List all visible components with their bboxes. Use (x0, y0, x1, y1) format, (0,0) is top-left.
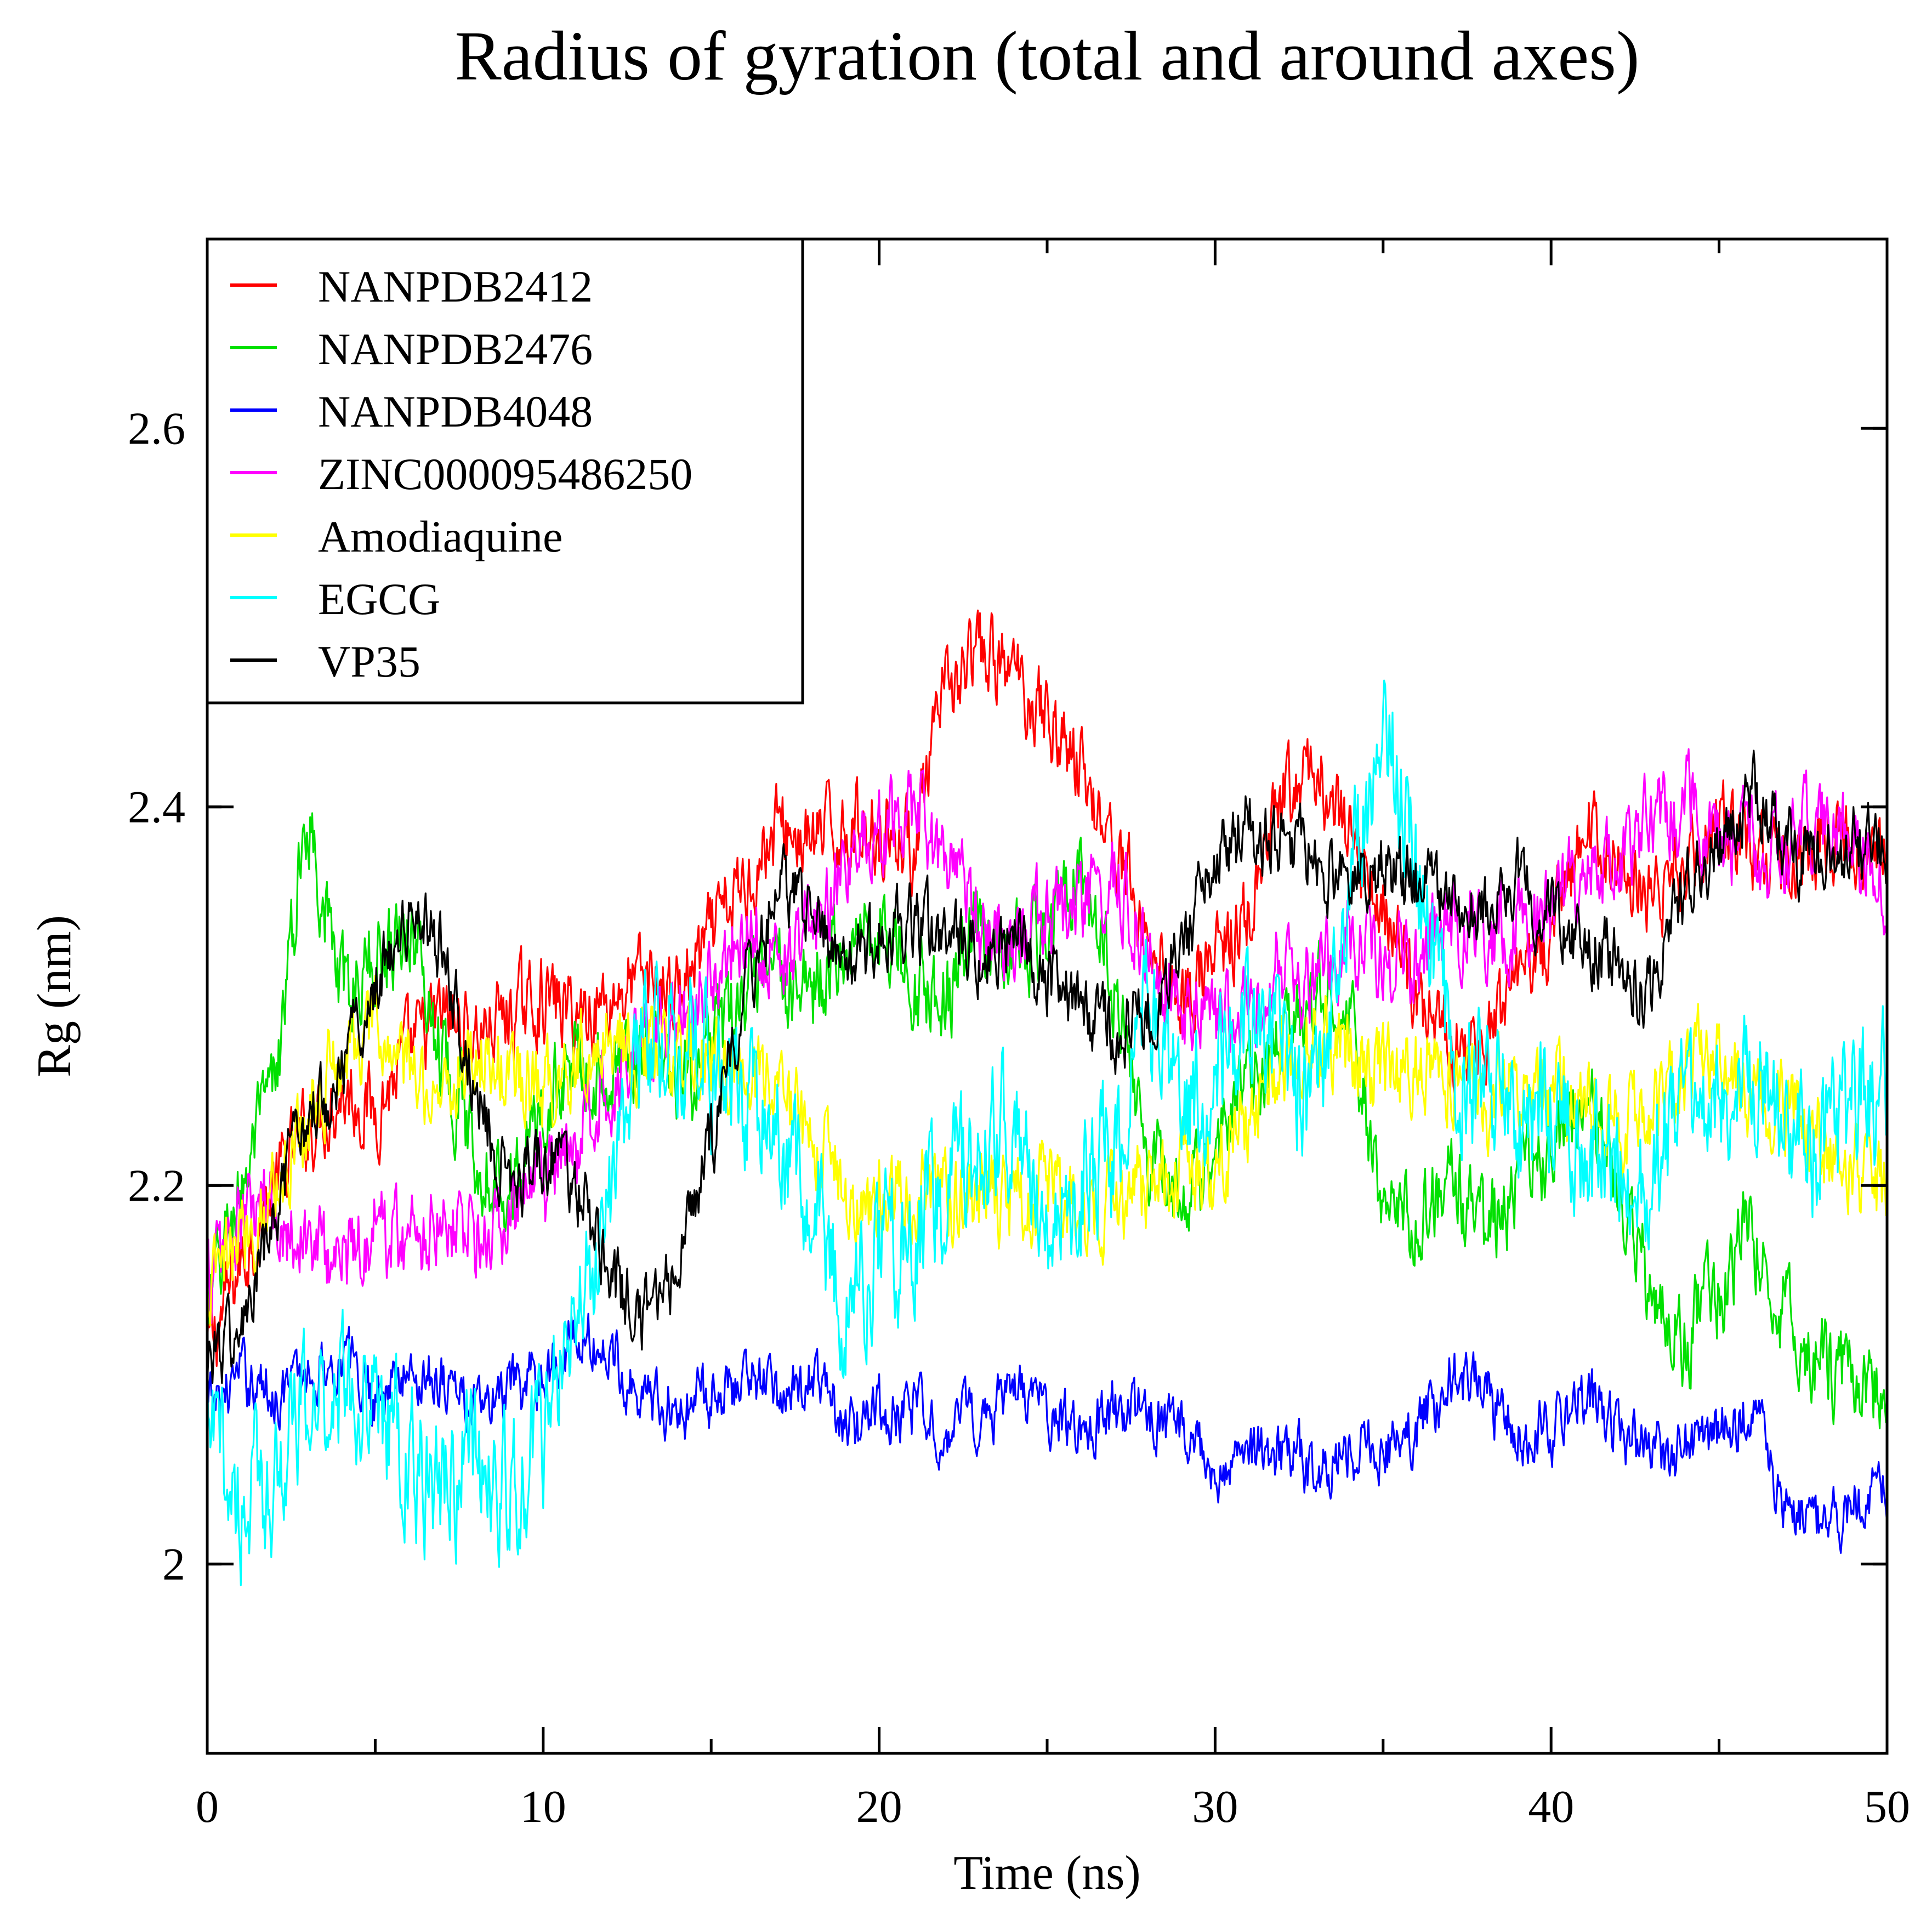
series-line-vp35 (206, 749, 1888, 1384)
x-tick-label: 10 (520, 1781, 566, 1832)
legend-label: NANPDB4048 (318, 387, 593, 436)
series-line-zinc000095486250 (206, 748, 1888, 1325)
axis-ticks: 0 10 20 30 40 50 2 2.2 2.4 2.6 (128, 239, 1910, 1832)
chart-title: Radius of gyration (total and around axe… (454, 17, 1639, 95)
x-tick-label: 0 (196, 1781, 219, 1832)
legend-label: NANPDB2412 (318, 262, 593, 311)
x-tick-label: 40 (1528, 1781, 1574, 1832)
x-tick-label: 30 (1192, 1781, 1238, 1832)
legend: NANPDB2412 NANPDB2476 NANPDB4048 ZINC000095… (206, 237, 804, 705)
y-tick-label: 2 (162, 1539, 185, 1590)
series-layer (206, 609, 1888, 1587)
legend-box (206, 237, 804, 705)
x-tick-label: 20 (856, 1781, 902, 1832)
y-axis-label: Rg (nm) (28, 915, 81, 1077)
x-tick-label: 50 (1864, 1781, 1910, 1832)
y-tick-label: 2.2 (128, 1160, 185, 1211)
series-line-nanpdb4048 (206, 1313, 1888, 1554)
legend-label: Amodiaquine (318, 512, 562, 561)
y-tick-label: 2.4 (128, 782, 185, 833)
legend-label: VP35 (318, 637, 421, 686)
legend-label: EGCG (318, 574, 440, 624)
legend-label: ZINC000095486250 (318, 449, 692, 499)
series-line-egcg (206, 679, 1888, 1587)
legend-label: NANPDB2476 (318, 324, 593, 374)
y-tick-label: 2.6 (128, 403, 185, 454)
x-axis-label: Time (ns) (953, 1847, 1140, 1900)
